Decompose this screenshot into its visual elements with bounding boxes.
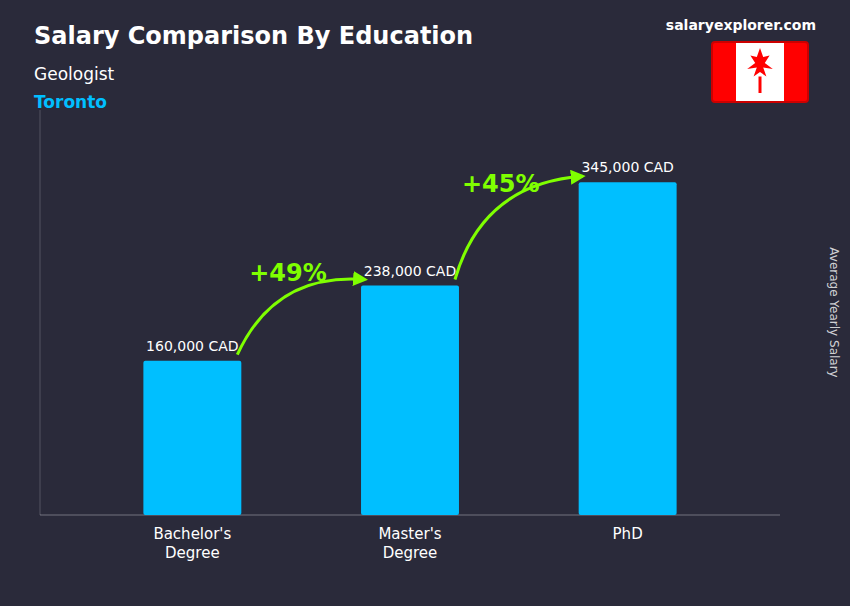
bar <box>579 182 677 515</box>
flag-leaf <box>747 48 773 77</box>
subtitle: Geologist <box>34 64 115 84</box>
source: salaryexplorer.com <box>666 17 816 33</box>
category-label-line: Master's <box>378 525 441 543</box>
flag-field <box>712 42 808 102</box>
category-label: Master'sDegree <box>378 525 441 562</box>
category-label: PhD <box>613 525 643 543</box>
flag-stripe <box>784 42 808 102</box>
flag-border <box>712 42 808 102</box>
y-axis-label: Average Yearly Salary <box>827 247 841 377</box>
value-label: 160,000 CAD <box>146 338 238 354</box>
flag-stem <box>759 77 762 94</box>
flag <box>712 42 808 102</box>
subtitle: Toronto <box>34 92 107 112</box>
annotation: +45% <box>462 170 540 198</box>
category-label-line: Degree <box>383 544 438 562</box>
bar <box>143 361 241 515</box>
category-label-line: Degree <box>165 544 220 562</box>
background <box>0 0 850 606</box>
category-label-line: Bachelor's <box>153 525 231 543</box>
bars <box>143 182 676 515</box>
bar <box>361 286 459 516</box>
chart-svg: Salary Comparison By Education Geologist T… <box>0 0 850 606</box>
flag-stripe <box>712 42 736 102</box>
chart-container: Salary Comparison By Education Geologist T… <box>0 0 850 606</box>
category-label: Bachelor'sDegree <box>153 525 231 562</box>
value-label: 345,000 CAD <box>581 159 673 175</box>
value-label: 238,000 CAD <box>364 263 456 279</box>
y-axis-line <box>40 110 41 515</box>
arrow <box>237 279 365 355</box>
annotation: +49% <box>249 259 327 287</box>
category-label-line: PhD <box>613 525 643 543</box>
title: Salary Comparison By Education <box>34 22 473 50</box>
